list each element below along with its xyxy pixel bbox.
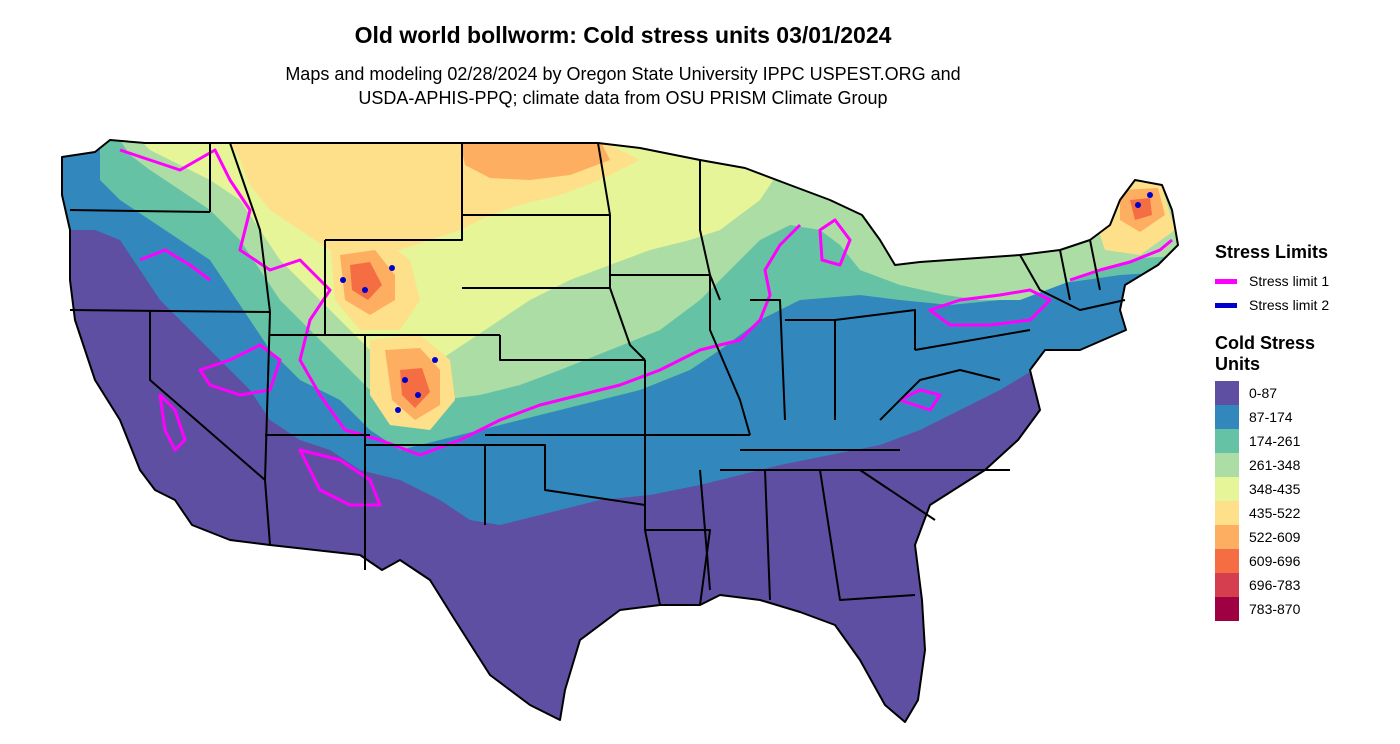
stress-unit-raster (62, 140, 1178, 722)
legend-fill-label: 522-609 (1249, 529, 1301, 545)
legend-fill-swatch (1215, 501, 1239, 525)
border-al-ga-fl (819, 469, 916, 601)
legend-fill-item: 522-609 (1215, 525, 1395, 549)
stress-limit-2-mark (415, 392, 421, 398)
legend-fill-swatch (1215, 405, 1239, 429)
border-ms-west (699, 469, 711, 591)
border-ny-new-england (1019, 254, 1126, 311)
legend-fill-item: 609-696 (1215, 549, 1395, 573)
stress-limit-1-lines (119, 148, 1173, 507)
legend-fill-label: 87-174 (1249, 409, 1293, 425)
border-ga-sc (859, 469, 936, 521)
border-wi-il (699, 160, 751, 436)
subtitle-line-2: USDA-APHIS-PPQ; climate data from OSU PR… (358, 88, 888, 108)
border-nh-me (1089, 239, 1101, 291)
cold-stress-legend-title: Cold Stress Units (1215, 333, 1316, 374)
zone-522-609-montana (460, 140, 610, 180)
legend-fill-label: 609-696 (1249, 553, 1301, 569)
subtitle-line-1: Maps and modeling 02/28/2024 by Oregon S… (285, 64, 961, 84)
zone-609-696-colorado (400, 368, 430, 408)
legend-fill-item: 0-87 (1215, 381, 1395, 405)
stress-limit-2-key (1215, 302, 1237, 308)
border-mt-wy (325, 143, 463, 241)
legend-fill-swatch (1215, 429, 1239, 453)
border-ca-nv (149, 310, 266, 481)
border-nv-ut-az (264, 311, 271, 546)
border-pa-ny (914, 329, 1031, 351)
legend-fill-label: 174-261 (1249, 433, 1301, 449)
border-id-mt (229, 142, 271, 313)
legend-fill-swatch (1215, 597, 1239, 621)
legend-fill-swatch (1215, 381, 1239, 405)
legend-fill-label: 0-87 (1249, 385, 1278, 401)
stress-limit-2-mark (395, 407, 401, 413)
stress-limit-1-new-england (1069, 238, 1173, 282)
legend-fill-item: 435-522 (1215, 501, 1395, 525)
stress-limit-1-appalachian-north (928, 288, 1052, 327)
legend-stress-limit-1: Stress limit 1 (1215, 269, 1395, 293)
border-ne-ks (499, 335, 645, 361)
stress-limit-2-mark (389, 265, 395, 271)
legend-fill-item: 87-174 (1215, 405, 1395, 429)
legend-fill-label: 783-870 (1249, 601, 1301, 617)
map-subtitle: Maps and modeling 02/28/2024 by Oregon S… (0, 62, 1246, 110)
legend-fill-swatch (1215, 549, 1239, 573)
legend-fill-swatch (1215, 525, 1239, 549)
stress-limit-1-great-basin (198, 343, 282, 397)
us-cold-stress-map (61, 139, 1179, 723)
cold-stress-legend-list: 0-87 87-174 174-261 261-348 348-435 435-522 52… (1215, 381, 1395, 621)
border-ar-la (645, 529, 711, 606)
legend-fill-label: 348-435 (1249, 481, 1301, 497)
stress-limit-2-marks (340, 192, 1153, 413)
legend-fill-swatch (1215, 477, 1239, 501)
border-mn-sd-ia (597, 142, 646, 361)
stress-limit-1-west-virginia (898, 388, 942, 412)
border-oh-pa (834, 309, 916, 350)
border-wa-or (69, 209, 211, 213)
border-il-in (750, 299, 786, 421)
stress-limit-2-mark (432, 357, 438, 363)
stress-limit-2-mark (362, 287, 368, 293)
stress-limit-1-main (119, 148, 802, 457)
legend-fill-item: 261-348 (1215, 453, 1395, 477)
legend-fill-item: 783-870 (1215, 597, 1395, 621)
stress-limit-2-mark (402, 377, 408, 383)
stress-limit-1-key (1215, 278, 1237, 284)
legend-fill-label: 435-522 (1249, 505, 1301, 521)
border-or-ca-nv (69, 309, 271, 313)
stress-limit-2-mark (1147, 192, 1153, 198)
stress-limit-1-michigan (818, 218, 852, 267)
stress-limit-2-mark (1135, 202, 1141, 208)
stress-limits-legend-title: Stress Limits (1215, 242, 1329, 262)
border-ms-al (764, 469, 771, 601)
border-ok-tx (485, 444, 646, 506)
legend-fill-item: 696-783 (1215, 573, 1395, 597)
stress-limit-1-sierra (158, 393, 187, 452)
stress-limit-1-idaho (139, 248, 211, 282)
stress-limit-2-label: Stress limit 2 (1249, 297, 1330, 313)
legend-fill-label: 696-783 (1249, 577, 1301, 593)
legend-stress-limit-2: Stress limit 2 (1215, 293, 1395, 317)
state-borders (61, 139, 1179, 723)
stress-limit-2-mark (340, 277, 346, 283)
legend: Stress Limits Stress limit 1 Stress limi… (1215, 242, 1395, 621)
legend-fill-item: 174-261 (1215, 429, 1395, 453)
legend-fill-label: 261-348 (1249, 457, 1301, 473)
legend-fill-swatch (1215, 453, 1239, 477)
border-wv-va (879, 369, 1001, 421)
stress-limit-1-label: Stress limit 1 (1249, 273, 1330, 289)
stress-limit-1-arizona (298, 448, 382, 507)
map-title: Old world bollworm: Cold stress units 03… (354, 22, 892, 48)
border-vt-nh (1059, 249, 1071, 301)
legend-fill-item: 348-435 (1215, 477, 1395, 501)
legend-fill-swatch (1215, 573, 1239, 597)
zone-609-696-wyoming (350, 262, 382, 300)
